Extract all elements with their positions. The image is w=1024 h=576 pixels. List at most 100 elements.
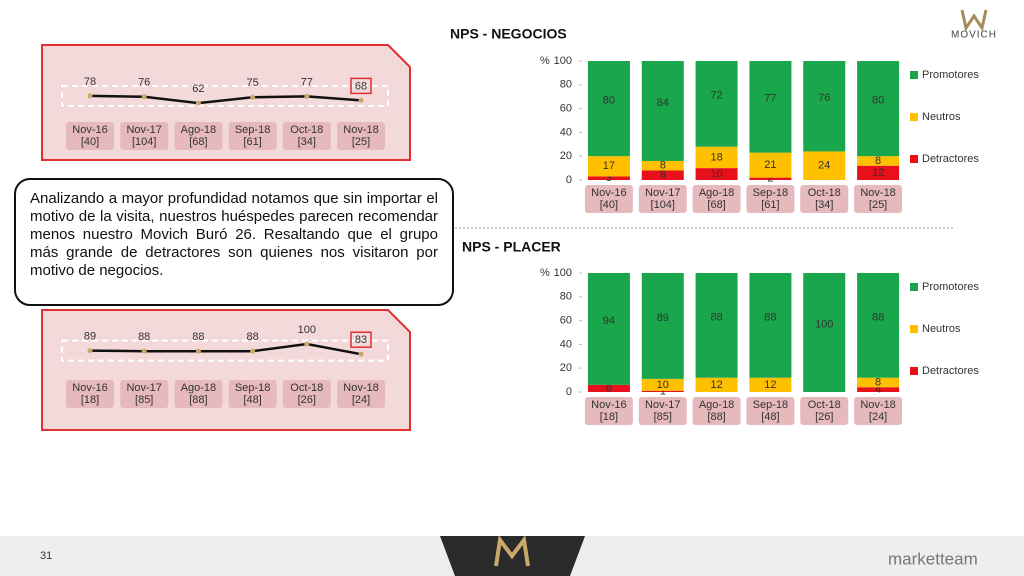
- category-box: [638, 397, 687, 425]
- bar-segment: [587, 384, 630, 392]
- bar-segment: [857, 156, 900, 166]
- value-label: 62: [192, 83, 204, 95]
- point: [195, 348, 201, 354]
- value-label: 80: [872, 95, 884, 107]
- y-axis-label: %: [540, 55, 550, 67]
- x-tick-label: Nov-16: [591, 187, 626, 199]
- x-tick-count: [18]: [81, 394, 99, 406]
- value-label: 8: [875, 155, 881, 167]
- value-label: 10: [710, 168, 722, 180]
- value-label: 77: [764, 93, 776, 105]
- value-label: 1: [660, 385, 666, 397]
- value-label: 83: [355, 334, 367, 346]
- legend-swatch: [910, 113, 918, 121]
- y-tick-label: 40: [560, 126, 572, 138]
- value-label: 68: [355, 80, 367, 92]
- x-tick-count: [40]: [81, 136, 99, 148]
- point: [141, 94, 147, 100]
- chart-title: NPS - NEGOCIOS: [450, 26, 567, 42]
- bar-segment: [749, 377, 792, 392]
- category-box: [120, 122, 169, 150]
- bar-segment: [857, 387, 900, 392]
- point: [87, 93, 93, 99]
- x-tick-label: Nov-17: [126, 124, 161, 136]
- y-tick-label: 0: [566, 386, 572, 398]
- line: [89, 342, 362, 356]
- bar-segment: [641, 170, 684, 180]
- x-tick-count: [24]: [869, 411, 887, 423]
- x-tick-count: [34]: [298, 136, 316, 148]
- x-tick-count: [48]: [243, 394, 261, 406]
- value-label: 21: [764, 159, 776, 171]
- x-tick-count: [25]: [869, 199, 887, 211]
- x-tick-label: Nov-16: [72, 382, 107, 394]
- chart-title: NPS - PLACER: [462, 239, 561, 255]
- bar-segment: [587, 61, 630, 157]
- x-tick-label: Nov-18: [343, 124, 378, 136]
- bar-segment: [641, 160, 684, 171]
- value-label: 94: [603, 315, 615, 327]
- bar-segment: [641, 390, 684, 392]
- value-label: 78: [84, 76, 96, 88]
- bar-segment: [857, 377, 900, 388]
- y-tick-label: 20: [560, 150, 572, 162]
- legend-swatch: [910, 155, 918, 163]
- bar-segment: [803, 151, 846, 180]
- x-tick-count: [88]: [707, 411, 725, 423]
- line: [89, 94, 362, 105]
- dashed-frame: [61, 339, 389, 362]
- value-label: 88: [872, 311, 884, 323]
- bar-segment: [695, 61, 738, 147]
- category-box: [228, 380, 277, 408]
- bar-segment: [641, 61, 684, 161]
- note-box: Analizando a mayor profundidad notamos q…: [14, 178, 454, 306]
- y-tick-label: 0: [566, 174, 572, 186]
- x-tick-count: [61]: [761, 199, 779, 211]
- bar-segment: [749, 177, 792, 180]
- value-label: 8: [660, 169, 666, 181]
- x-tick-label: Ago-18: [181, 382, 216, 394]
- dashed-frame: [61, 84, 389, 107]
- category-box: [337, 380, 385, 408]
- value-label: 88: [246, 331, 258, 343]
- category-box: [584, 185, 633, 213]
- bar-segment: [587, 176, 630, 180]
- value-label: 100: [815, 318, 833, 330]
- legend-label: Promotores: [922, 281, 979, 293]
- value-label: 8: [875, 376, 881, 388]
- point: [195, 100, 201, 106]
- y-tick-label: 80: [560, 291, 572, 303]
- bar-segment: [803, 61, 846, 152]
- bar-segment: [695, 377, 738, 392]
- value-label: 2: [767, 173, 773, 185]
- x-tick-label: Nov-18: [860, 399, 895, 411]
- x-tick-count: [85]: [135, 394, 153, 406]
- x-tick-count: [68]: [707, 199, 725, 211]
- y-tick-label: 80: [560, 79, 572, 91]
- y-tick-label: 40: [560, 338, 572, 350]
- point: [87, 348, 93, 354]
- point: [358, 351, 364, 357]
- legend-label: Detractores: [922, 365, 979, 377]
- x-tick-count: [26]: [815, 411, 833, 423]
- category-box: [120, 380, 169, 408]
- x-tick-label: Nov-16: [591, 399, 626, 411]
- x-tick-count: [34]: [815, 199, 833, 211]
- x-tick-label: Ago-18: [699, 399, 734, 411]
- x-tick-label: Sep-18: [235, 382, 270, 394]
- value-label: 75: [246, 77, 258, 89]
- point: [304, 341, 310, 347]
- category-box: [66, 122, 114, 150]
- x-tick-count: [40]: [600, 199, 618, 211]
- bar-segment: [749, 152, 792, 178]
- value-label: 4: [875, 384, 881, 396]
- value-label: 88: [764, 311, 776, 323]
- x-tick-count: [61]: [243, 136, 261, 148]
- legend-swatch: [910, 325, 918, 333]
- x-tick-count: [48]: [761, 411, 779, 423]
- bar-segment: [695, 146, 738, 169]
- point: [358, 97, 364, 103]
- value-label: 89: [657, 312, 669, 324]
- x-tick-label: Ago-18: [699, 187, 734, 199]
- x-tick-label: Nov-17: [126, 382, 161, 394]
